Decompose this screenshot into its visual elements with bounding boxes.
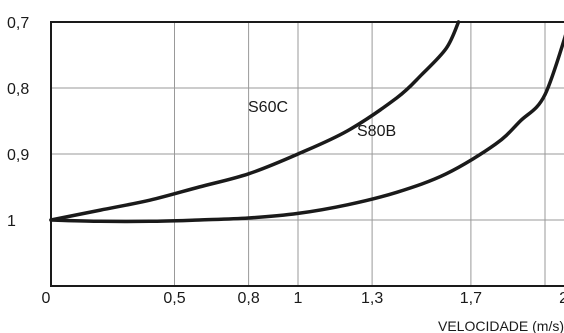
y-tick-label: 1 bbox=[7, 213, 16, 230]
x-tick-label: 0,8 bbox=[237, 290, 259, 307]
x-tick-label: 0,5 bbox=[163, 290, 185, 307]
series-label-s60c: S60C bbox=[248, 99, 288, 116]
grid bbox=[51, 22, 564, 286]
y-tick-label: 0,7 bbox=[7, 15, 29, 32]
x-tick-label: 1 bbox=[294, 290, 303, 307]
y-tick-label: 0,9 bbox=[7, 147, 29, 164]
x-axis-title: VELOCIDADE (m/s) bbox=[438, 318, 564, 333]
x-tick-label: 0 bbox=[42, 290, 51, 307]
y-tick-label: 0,8 bbox=[7, 81, 29, 98]
series-line-s60c bbox=[49, 20, 461, 222]
series-line-s80b bbox=[49, 34, 564, 224]
x-tick-label: 2 bbox=[559, 290, 564, 307]
series-label-s80b: S80B bbox=[357, 123, 396, 140]
series-lines bbox=[49, 20, 564, 224]
tick-labels: 0 0,5 0,8 1 1,3 1,7 2 0,7 0,8 0,9 1 bbox=[7, 15, 564, 307]
axes bbox=[50, 21, 564, 287]
x-tick-label: 1,3 bbox=[361, 290, 383, 307]
x-tick-label: 1,7 bbox=[460, 290, 482, 307]
